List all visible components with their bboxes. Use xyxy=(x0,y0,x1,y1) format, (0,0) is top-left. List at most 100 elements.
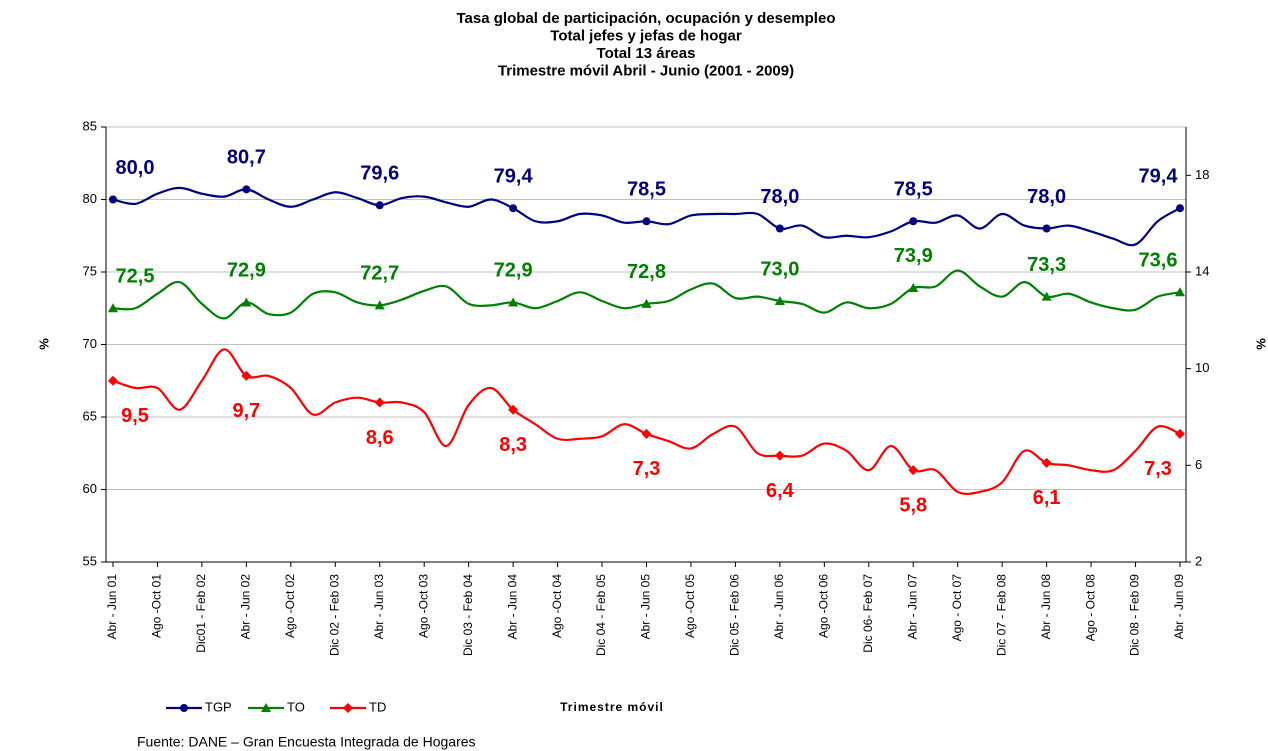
data-label: 9,7 xyxy=(232,400,260,422)
y-tick-label: 85 xyxy=(83,118,97,133)
y-tick-label: 80 xyxy=(83,191,97,206)
series-marker xyxy=(374,300,385,310)
y-tick-label: 70 xyxy=(83,336,97,351)
x-tick-label: Abr - Jun 07 xyxy=(905,574,919,640)
x-tick-label: Dic 03 - Feb 04 xyxy=(461,574,475,656)
data-label: 78,5 xyxy=(894,179,933,201)
legend-label: TO xyxy=(287,699,305,714)
series-marker xyxy=(242,185,251,194)
series-marker xyxy=(1041,457,1052,468)
series-marker xyxy=(909,217,918,226)
y2-axis-label: % xyxy=(1253,338,1268,350)
series-marker xyxy=(1176,204,1184,213)
x-tick-label: Abr - Jun 02 xyxy=(239,574,253,640)
series-marker xyxy=(908,282,919,292)
y2-tick-label: 6 xyxy=(1195,457,1202,472)
x-tick-label: Dic 08 - Feb 09 xyxy=(1128,574,1142,656)
data-label: 73,3 xyxy=(1027,254,1066,276)
data-label: 8,6 xyxy=(366,427,394,449)
x-tick-label: Ago - Oct 08 xyxy=(1083,574,1097,642)
series-marker xyxy=(508,297,519,307)
y2-tick-label: 10 xyxy=(1195,360,1209,375)
x-tick-label: Dic 07 - Feb 08 xyxy=(994,574,1008,656)
x-tick-label: Abr - Jun 06 xyxy=(772,574,786,640)
chart-title: Total 13 áreas xyxy=(597,45,696,62)
x-tick-label: Abr - Jun 09 xyxy=(1172,574,1186,640)
chart-title: Total jefes y jefas de hogar xyxy=(550,27,742,44)
series-marker xyxy=(641,428,652,439)
x-axis-label: Trimestre móvil xyxy=(560,700,664,714)
y-axis-label: % xyxy=(36,338,51,350)
x-tick-label: Dic 02 - Feb 03 xyxy=(327,574,341,656)
data-label: 79,4 xyxy=(1139,165,1179,187)
series-marker xyxy=(1041,291,1052,301)
data-label: 79,6 xyxy=(360,163,399,185)
data-label: 72,8 xyxy=(627,261,666,283)
x-tick-label: Ago - Oct 07 xyxy=(950,574,964,642)
y2-tick-label: 18 xyxy=(1195,167,1209,182)
y-tick-label: 75 xyxy=(83,263,97,278)
series-marker xyxy=(109,195,117,204)
x-tick-label: Abr - Jun 05 xyxy=(639,574,653,640)
series-marker xyxy=(241,370,252,381)
legend-marker xyxy=(261,703,271,712)
x-tick-label: Ago -Oct 04 xyxy=(550,574,564,638)
y2-tick-label: 2 xyxy=(1195,553,1202,568)
series-marker xyxy=(108,303,118,313)
source: Fuente: DANE – Gran Encuesta Integrada d… xyxy=(137,734,476,750)
x-tick-label: Abr - Jun 01 xyxy=(105,574,119,640)
x-tick-label: Ago -Oct 01 xyxy=(150,574,164,638)
chart-title: Trimestre móvil Abril - Junio (2001 - 20… xyxy=(498,62,794,79)
x-tick-label: Ago -Oct 03 xyxy=(416,574,430,638)
series-marker xyxy=(375,201,384,210)
data-label: 80,0 xyxy=(116,157,155,179)
series-marker xyxy=(774,450,785,461)
data-label: 6,4 xyxy=(766,480,795,502)
data-label: 73,9 xyxy=(894,245,933,267)
x-tick-label: Dic01 - Feb 02 xyxy=(194,574,208,653)
data-label: 78,0 xyxy=(760,186,799,208)
series-marker xyxy=(775,224,784,233)
series-marker xyxy=(374,397,385,408)
series-marker xyxy=(774,296,785,305)
data-label: 9,5 xyxy=(121,405,149,427)
series-marker xyxy=(509,204,518,213)
series-marker xyxy=(641,298,652,308)
y-tick-label: 55 xyxy=(83,553,97,568)
data-label: 72,7 xyxy=(360,263,399,285)
series-marker xyxy=(108,375,118,386)
series-marker xyxy=(642,217,651,226)
data-label: 78,0 xyxy=(1027,186,1066,208)
x-tick-label: Dic 05 - Feb 06 xyxy=(728,574,742,656)
legend-marker xyxy=(343,703,353,713)
data-label: 73,0 xyxy=(760,258,799,280)
x-tick-label: Dic 06- Feb 07 xyxy=(861,574,875,653)
x-tick-label: Ago -Oct 02 xyxy=(283,574,297,638)
x-tick-label: Ago -Oct 06 xyxy=(817,574,831,638)
data-label: 80,7 xyxy=(227,147,266,169)
series-marker xyxy=(241,297,252,307)
legend-label: TD xyxy=(369,699,386,714)
series-marker xyxy=(1042,224,1051,233)
data-label: 6,1 xyxy=(1033,487,1061,509)
y-tick-label: 60 xyxy=(83,481,97,496)
data-label: 7,3 xyxy=(633,458,661,480)
x-tick-label: Abr - Jun 04 xyxy=(505,574,519,640)
data-label: 72,9 xyxy=(227,260,266,282)
data-label: 73,6 xyxy=(1139,250,1178,272)
data-label: 72,5 xyxy=(116,266,155,288)
data-label: 5,8 xyxy=(899,494,927,516)
legend-marker xyxy=(180,704,188,712)
x-tick-label: Abr - Jun 08 xyxy=(1039,574,1053,640)
chart-title: Tasa global de participación, ocupación … xyxy=(457,10,836,27)
series-marker xyxy=(1175,428,1185,439)
data-label: 78,5 xyxy=(627,179,666,201)
data-label: 7,3 xyxy=(1144,458,1172,480)
y-tick-label: 65 xyxy=(83,408,97,423)
x-tick-label: Dic 04 - Feb 05 xyxy=(594,574,608,656)
series-marker xyxy=(908,465,919,476)
data-label: 72,9 xyxy=(494,260,533,282)
x-tick-label: Abr - Jun 03 xyxy=(372,574,386,640)
y2-tick-label: 14 xyxy=(1195,263,1209,278)
